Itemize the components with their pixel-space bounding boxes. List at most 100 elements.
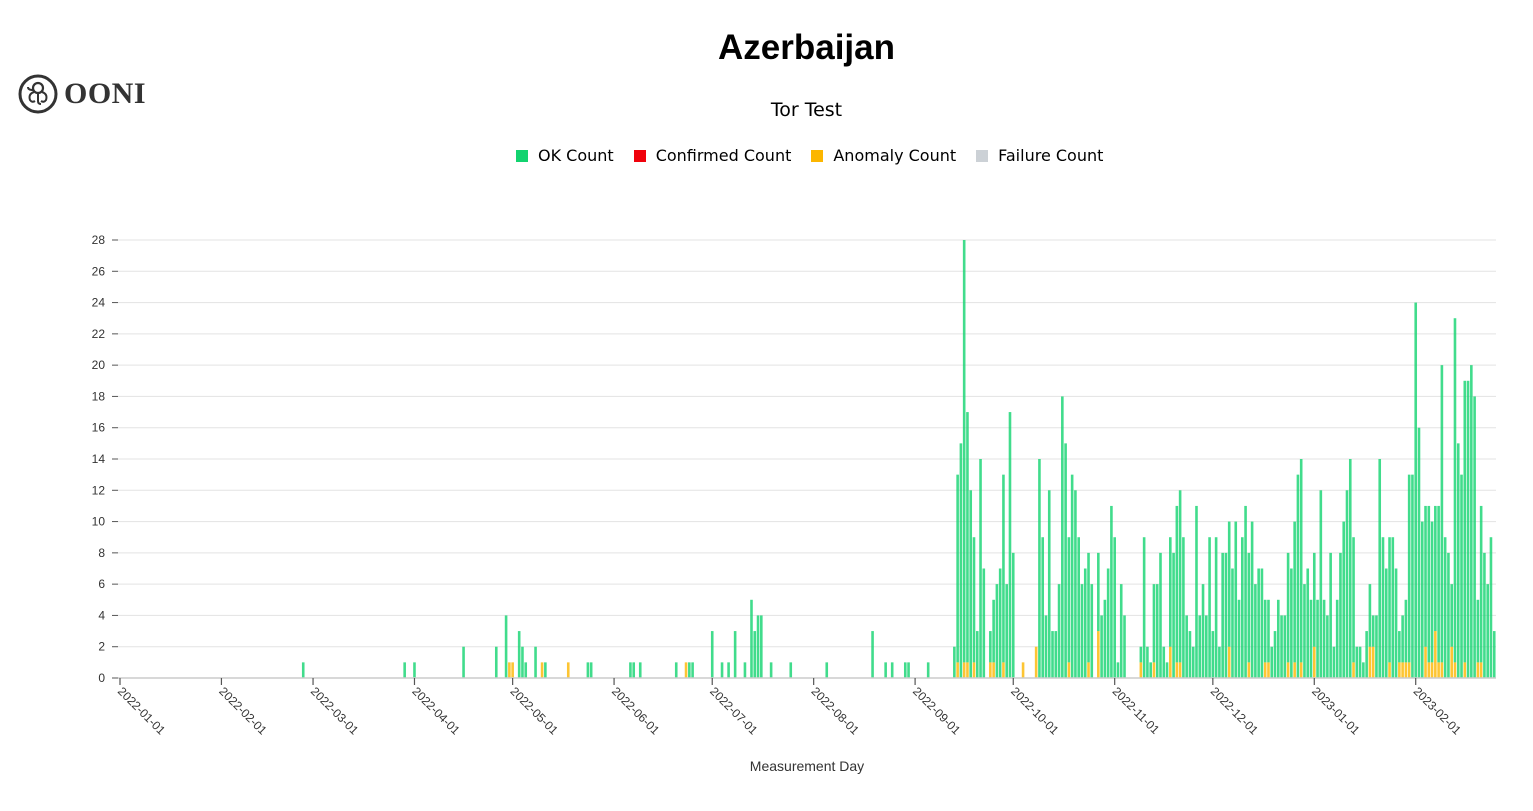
x-tick-label: 2023-01-01 — [1309, 684, 1363, 738]
y-tick-label: 4 — [98, 608, 105, 622]
ok-bar — [1227, 521, 1231, 647]
ok-bar — [1322, 599, 1326, 678]
ok-bar — [1492, 631, 1496, 678]
ok-bar — [1218, 646, 1221, 678]
bars — [301, 240, 1496, 678]
ok-bar — [1473, 396, 1476, 678]
ok-bar — [1440, 365, 1444, 663]
ok-bar — [1273, 631, 1277, 678]
x-tick-label: 2022-04-01 — [409, 684, 463, 738]
ok-bar — [1044, 615, 1048, 678]
ooni-logo: OONI — [18, 74, 146, 114]
anomaly-bar — [992, 662, 995, 678]
ok-bar — [1188, 631, 1192, 678]
ok-bar — [1293, 521, 1296, 663]
ok-bar — [1434, 505, 1437, 632]
ok-bar — [1309, 599, 1313, 678]
anomaly-bar — [1087, 662, 1090, 678]
ok-bar — [1391, 537, 1395, 678]
ok-bar — [1182, 537, 1185, 678]
ok-bar — [1430, 521, 1434, 663]
ok-bar — [1332, 646, 1336, 678]
anomaly-bar — [1463, 662, 1467, 678]
ok-bar — [1106, 568, 1110, 678]
anomaly-bar — [1286, 662, 1290, 678]
ok-bar — [1355, 646, 1359, 678]
ok-bar — [962, 240, 966, 663]
ok-bar — [1443, 537, 1447, 678]
ok-bar — [998, 568, 1002, 678]
ok-bar — [1450, 584, 1454, 647]
ok-bar — [1460, 474, 1463, 678]
anomaly-bar — [1169, 646, 1172, 678]
ok-bar — [1417, 427, 1421, 678]
ok-bar — [1358, 646, 1362, 678]
ok-bar — [301, 662, 305, 678]
anomaly-bar — [1479, 662, 1483, 678]
ok-bar — [1437, 505, 1440, 663]
ok-bar — [969, 490, 973, 678]
anomaly-bar — [1002, 662, 1005, 678]
ok-bar — [1074, 490, 1077, 678]
y-tick-label: 10 — [92, 515, 106, 529]
ok-bar — [1047, 490, 1051, 678]
ok-bar — [638, 662, 642, 678]
ok-bar — [907, 662, 910, 678]
ok-bar — [1388, 537, 1391, 663]
ok-bar — [1254, 584, 1257, 678]
ok-bar — [1214, 537, 1218, 678]
legend: OK Count Confirmed Count Anomaly Count F… — [516, 146, 1103, 165]
ok-bar — [727, 662, 730, 678]
legend-swatch-failure — [976, 149, 989, 162]
anomaly-bar — [1427, 662, 1431, 678]
ok-bar — [1312, 552, 1316, 647]
legend-item-failure[interactable]: Failure Count — [976, 146, 1103, 165]
legend-swatch-anomaly — [811, 149, 824, 162]
ok-bar — [972, 537, 976, 663]
ok-bar — [534, 646, 537, 678]
ok-bar — [1208, 537, 1211, 678]
ok-bar — [1375, 615, 1378, 678]
ok-bar — [413, 662, 416, 678]
anomaly-bar — [1388, 662, 1391, 678]
ok-bar — [1250, 521, 1254, 678]
ok-bar — [1152, 584, 1156, 663]
ok-bar — [1342, 521, 1346, 678]
ok-bar — [1162, 646, 1166, 678]
ok-bar — [1466, 380, 1470, 678]
ok-bar — [1303, 584, 1306, 678]
legend-item-ok[interactable]: OK Count — [516, 146, 614, 165]
ok-bar — [504, 615, 508, 678]
ok-bar — [760, 615, 763, 678]
legend-item-anomaly[interactable]: Anomaly Count — [811, 146, 956, 165]
ok-bar — [1116, 662, 1120, 678]
ok-bar — [769, 662, 773, 678]
anomaly-bar — [684, 662, 688, 678]
y-tick-label: 12 — [92, 483, 106, 497]
ok-bar — [1175, 505, 1179, 663]
ok-bar — [1224, 552, 1228, 678]
y-tick-label: 8 — [98, 546, 105, 560]
anomaly-bar — [508, 662, 511, 678]
x-tick-label: 2022-10-01 — [1008, 684, 1062, 738]
ok-bar — [1326, 615, 1329, 678]
anomaly-bar — [1293, 662, 1296, 678]
ok-bar — [1103, 599, 1107, 678]
ok-bar — [1191, 646, 1195, 678]
chart-title: Azerbaijan — [718, 28, 895, 67]
x-tick-label: 2022-05-01 — [508, 684, 562, 738]
anomaly-bar — [1267, 662, 1270, 678]
y-tick-label: 26 — [92, 264, 106, 278]
x-tick-label: 2022-11-01 — [1110, 684, 1163, 737]
ok-bar — [975, 631, 979, 678]
chart-subtitle: Tor Test — [770, 99, 843, 121]
ok-bar — [1280, 615, 1283, 678]
ok-bar — [903, 662, 907, 678]
ok-bar — [966, 412, 969, 663]
ok-bar — [1335, 599, 1339, 678]
legend-label: Anomaly Count — [833, 146, 957, 165]
legend-item-confirmed[interactable]: Confirmed Count — [633, 146, 791, 165]
ok-bar — [1097, 552, 1100, 632]
ok-bar — [1083, 568, 1087, 678]
ok-bar — [1054, 631, 1058, 678]
